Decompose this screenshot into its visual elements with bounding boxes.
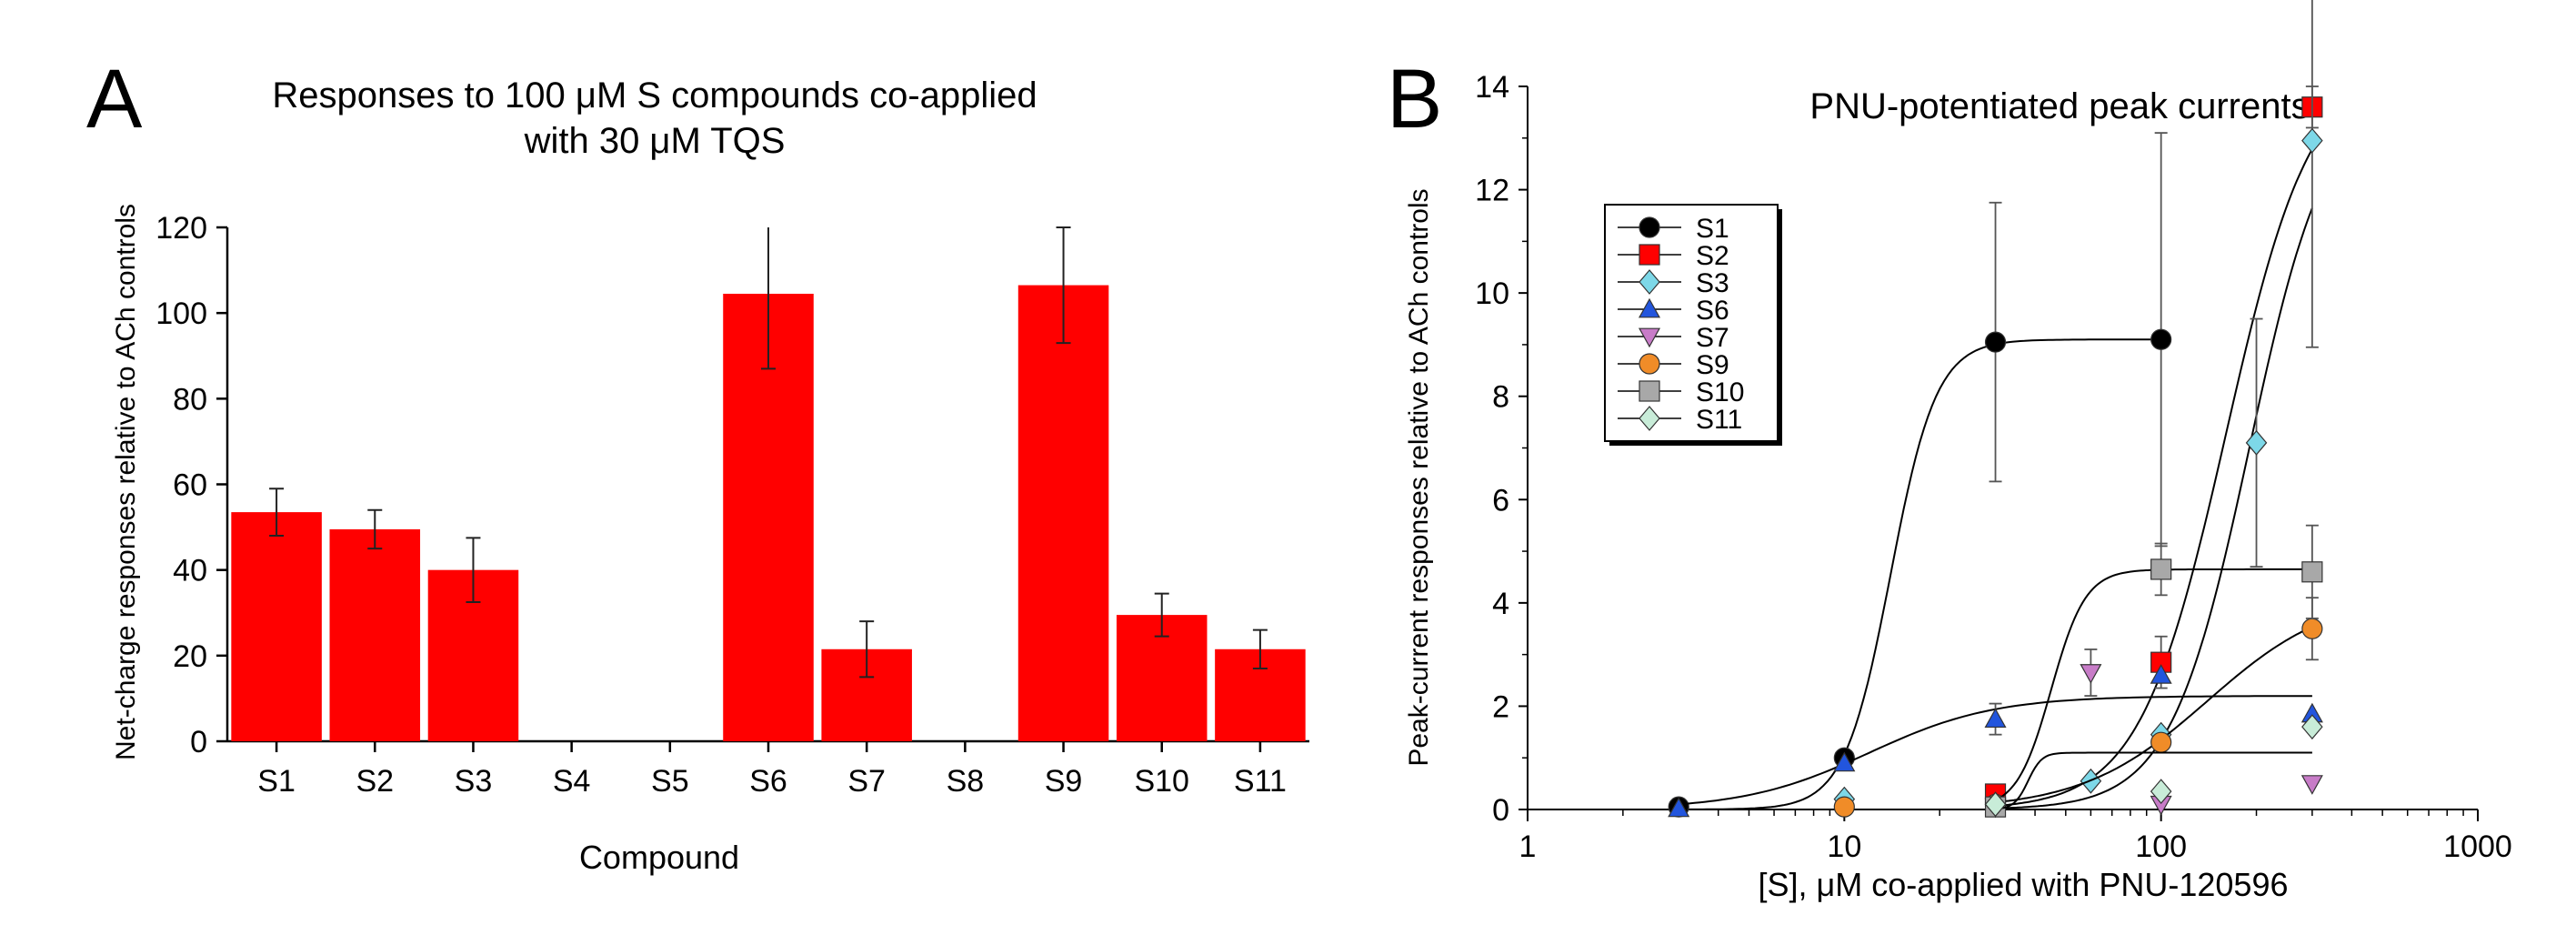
panel-a-y-tick-label: 60 — [173, 468, 207, 503]
legend-marker-s6 — [1638, 297, 1661, 318]
panel-b-x-tick-label: 10 — [1827, 829, 1861, 864]
series-s9 — [1833, 597, 2323, 818]
point-s7 — [2300, 775, 2323, 795]
panel-a-y-tick-label: 120 — [155, 211, 207, 246]
legend-marker-s11 — [1639, 406, 1660, 431]
panel-b-x-axis-label: [S], μM co-applied with PNU-120596 — [1758, 866, 2288, 903]
point-s9 — [2301, 618, 2323, 639]
panel-b-y-tick-label: 6 — [1492, 483, 1509, 518]
series-s6 — [1668, 664, 2323, 818]
point-s7 — [2080, 664, 2102, 684]
panel-b-x-tick-label: 1000 — [2443, 829, 2512, 864]
legend-marker-s1 — [1639, 216, 1660, 238]
panel-b-y-tick-label: 10 — [1475, 276, 1509, 311]
bar-s2 — [329, 528, 421, 741]
panel-a-title-line1: Responses to 100 μM S compounds co-appli… — [272, 75, 1037, 116]
panel-b-y-tick-label: 8 — [1492, 380, 1509, 415]
legend-label-s2: S2 — [1696, 241, 1729, 271]
fit-curve-s1 — [1679, 338, 2161, 810]
panel-a-x-tick-label: S10 — [1134, 764, 1189, 799]
panel-b-y-tick-label: 12 — [1475, 174, 1509, 208]
panel-b-y-tick-label: 0 — [1492, 793, 1509, 828]
series-s2 — [1984, 85, 2323, 808]
panel-a-y-axis-label: Net-charge responses relative to ACh con… — [111, 204, 141, 760]
series-s11 — [1984, 714, 2323, 818]
point-s3 — [2301, 127, 2323, 154]
panel-a-y-tick-label: 20 — [173, 639, 207, 674]
panel-b-plot-area: 0 2 4 6 8 10 12 14 1 10 100 1000 — [1475, 0, 2512, 864]
point-s10 — [2301, 561, 2323, 583]
point-s11 — [1984, 791, 2007, 818]
bar-s9 — [1017, 285, 1109, 741]
point-s9 — [1833, 796, 1855, 818]
fit-curve-s11 — [1995, 751, 2312, 810]
point-s1 — [2150, 328, 2172, 350]
legend-label-s10: S10 — [1696, 377, 1744, 407]
panel-a-x-tick-label: S1 — [257, 764, 296, 799]
point-s10 — [2150, 558, 2172, 580]
fit-curve-s2 — [1995, 148, 2313, 808]
fit-curve-s3 — [1995, 207, 2313, 809]
panel-b-y-tick-label: 2 — [1492, 689, 1509, 724]
legend-marker-s9 — [1639, 353, 1660, 375]
legend-box — [1604, 204, 1779, 442]
panel-b-x-tick-label: 1 — [1519, 829, 1537, 864]
point-s3 — [2245, 429, 2268, 456]
legend-label-s7: S7 — [1696, 323, 1729, 353]
legend-label-s1: S1 — [1696, 214, 1729, 244]
point-s11 — [2150, 779, 2172, 805]
panel-a-y-tick-label: 100 — [155, 297, 207, 331]
panel-a-x-tick-label: S2 — [356, 764, 394, 799]
panel-a-y-tick-label: 80 — [173, 382, 207, 417]
legend-label-s3: S3 — [1696, 268, 1729, 298]
point-s1 — [1984, 331, 2007, 353]
point-s6 — [1984, 708, 2007, 729]
panel-a: A Responses to 100 μM S compounds co-app… — [86, 53, 1309, 876]
panel-a-x-tick-label: S6 — [749, 764, 787, 799]
legend-label-s6: S6 — [1696, 296, 1729, 326]
panel-a-x-tick-label: S5 — [651, 764, 689, 799]
panel-a-title-line2: with 30 μM TQS — [524, 121, 786, 161]
panel-a-x-tick-label: S3 — [455, 764, 493, 799]
panel-a-plot-area: 0 20 40 60 80 100 120 S1 S2 S3 S4 S5 S6 S7 S8 S9 S10 S11 — [155, 211, 1309, 799]
panel-a-x-tick-label: S9 — [1045, 764, 1083, 799]
panel-b-y-tick-label: 14 — [1475, 70, 1509, 105]
legend-label-s11: S11 — [1696, 405, 1742, 435]
panel-a-letter: A — [86, 53, 143, 146]
panel-a-x-axis-label: Compound — [579, 839, 739, 876]
legend-marker-s2 — [1639, 244, 1660, 266]
legend-marker-s7 — [1638, 327, 1661, 348]
panel-b-y-axis-label: Peak-current responses relative to ACh c… — [1404, 188, 1434, 766]
panel-a-x-tick-label: S4 — [553, 764, 591, 799]
point-s6 — [2150, 664, 2172, 684]
panel-b-letter: B — [1387, 53, 1442, 146]
fit-curve-s10 — [1995, 568, 2312, 801]
legend-marker-s3 — [1639, 269, 1660, 295]
panel-b: B PNU-potentiated peak currents 0 2 4 6 8 10 1… — [1387, 0, 2512, 903]
panel-a-y-tick-label: 40 — [173, 554, 207, 588]
point-s6 — [1833, 751, 1856, 772]
panel-a-x-tick-label: S7 — [847, 764, 886, 799]
point-s6 — [1668, 797, 1690, 818]
panel-a-x-tick-label: S11 — [1234, 764, 1287, 799]
panel-b-x-tick-label: 100 — [2135, 829, 2187, 864]
panel-b-title: PNU-potentiated peak currents — [1809, 86, 2309, 126]
legend-marker-s10 — [1639, 380, 1660, 402]
panel-a-y-tick-label: 0 — [190, 725, 207, 759]
point-s11 — [2301, 714, 2323, 740]
panel-a-x-tick-label: S8 — [947, 764, 985, 799]
bar-s1 — [231, 512, 322, 741]
legend-label-s9: S9 — [1696, 350, 1729, 380]
panel-b-y-tick-label: 4 — [1492, 587, 1509, 621]
point-s9 — [2150, 731, 2172, 753]
